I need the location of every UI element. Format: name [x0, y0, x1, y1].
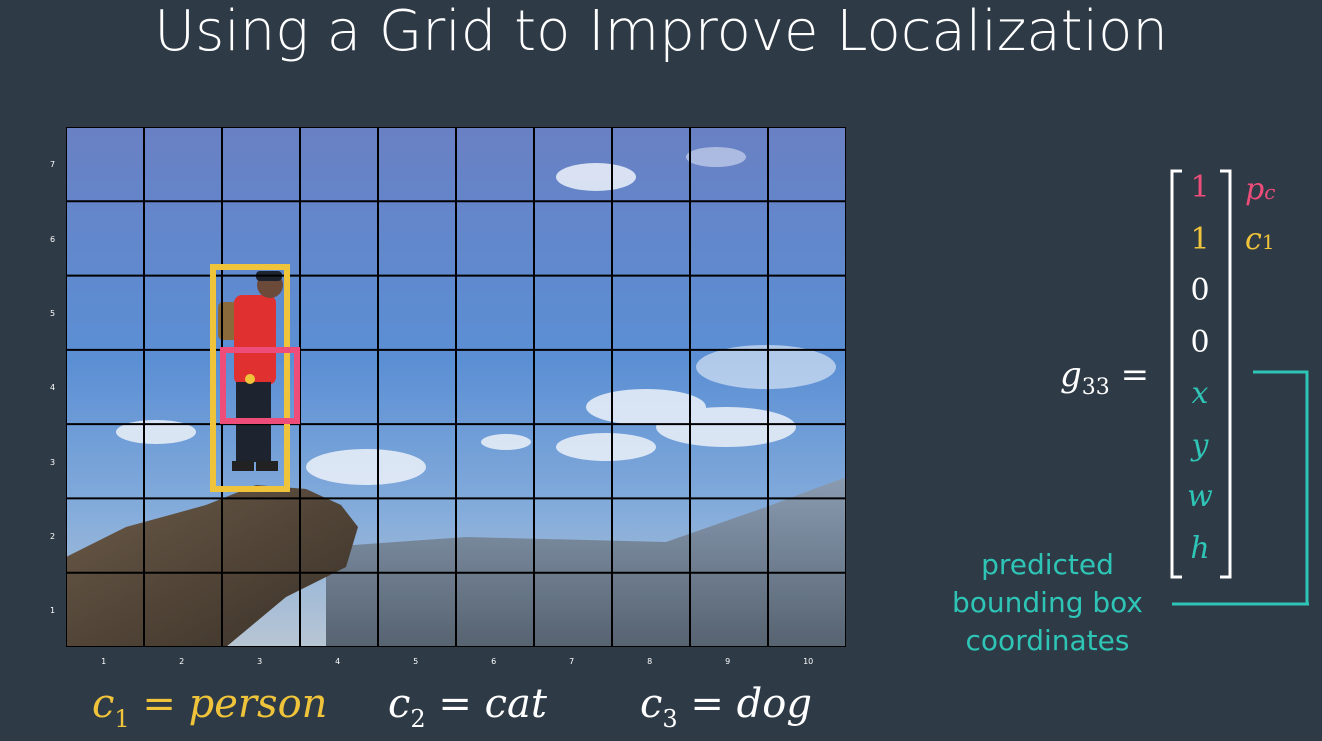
- vector-value: 0: [1190, 273, 1210, 308]
- coords-bracket: [1245, 370, 1309, 606]
- x-axis-label: 6: [491, 657, 497, 666]
- vector-value: 0: [1190, 324, 1210, 360]
- class-legend-c1: c1 = person: [92, 681, 328, 733]
- y-axis-label: 2: [50, 531, 56, 541]
- x-axis-label: 1: [101, 657, 107, 666]
- object-center-point: [245, 374, 255, 384]
- x-axis-label: 9: [725, 657, 731, 666]
- label-c1: c1: [1245, 222, 1275, 257]
- cliff-rock: [66, 485, 358, 647]
- bounding-box-caption: predicted bounding box coordinates: [952, 548, 1143, 657]
- class-legend-c3: c3 = dog: [640, 681, 812, 733]
- x-axis-label: 10: [803, 657, 814, 666]
- y-axis-label: 5: [50, 309, 56, 318]
- class-legend-c2: c2 = cat: [388, 681, 547, 733]
- y-axis-label: 4: [50, 383, 56, 393]
- grid-cell-highlight: [220, 347, 300, 424]
- vector-value: x: [1191, 376, 1209, 411]
- vector-value: y: [1191, 427, 1209, 463]
- slide-title: Using a Grid to Improve Localization: [154, 0, 1168, 64]
- vector-value: w: [1187, 479, 1213, 514]
- y-axis-label: 6: [50, 234, 56, 244]
- grid-lines: [66, 127, 846, 647]
- label-pc: pc: [1245, 172, 1276, 207]
- vector-value: h: [1190, 530, 1210, 566]
- x-axis-label: 4: [335, 657, 341, 666]
- vector-brackets: [1170, 169, 1232, 579]
- y-axis-label: 1: [50, 606, 56, 616]
- x-axis-label: 8: [647, 657, 653, 666]
- grid-photo: [66, 127, 846, 647]
- caption-connector: [1172, 602, 1309, 606]
- vector-name: g33 =: [1060, 355, 1150, 400]
- class-bounding-box: [210, 264, 290, 492]
- vector-value: 1: [1190, 170, 1210, 205]
- x-axis-label: 2: [179, 657, 185, 666]
- vector-value: 1: [1190, 221, 1210, 257]
- x-axis-label: 5: [413, 657, 419, 666]
- x-axis-label: 7: [569, 657, 575, 666]
- y-axis-label: 7: [50, 160, 56, 170]
- x-axis-label: 3: [257, 657, 263, 666]
- y-axis-label: 3: [50, 457, 56, 467]
